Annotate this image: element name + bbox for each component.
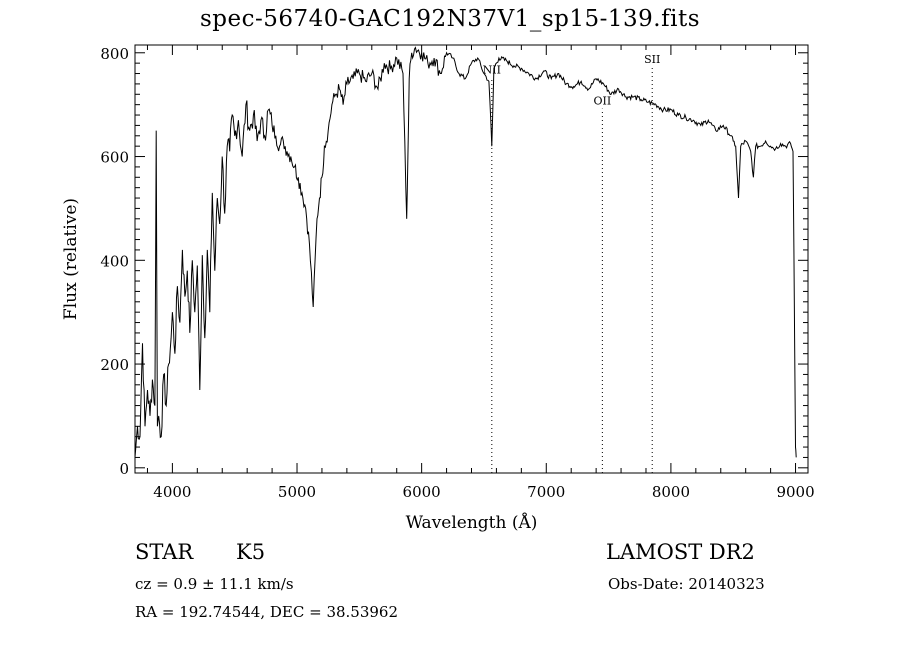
line-marker-label: OII xyxy=(594,95,612,108)
spectrum-line xyxy=(135,46,797,458)
x-tick-label: 9000 xyxy=(776,483,814,501)
redshift-text: cz = 0.9 ± 11.1 km/s xyxy=(135,575,294,593)
x-tick-label: 6000 xyxy=(403,483,441,501)
axis-labels: Wavelength (Å) Flux (relative) xyxy=(61,198,537,533)
x-tick-label: 8000 xyxy=(652,483,690,501)
y-tick-label: 400 xyxy=(100,252,129,270)
y-tick-label: 600 xyxy=(100,149,129,167)
obs-date: Obs-Date: 20140323 xyxy=(608,575,765,593)
x-tick-label: 5000 xyxy=(278,483,316,501)
x-tick-label: 7000 xyxy=(527,483,565,501)
plot-border xyxy=(134,44,809,474)
y-axis-label: Flux (relative) xyxy=(61,198,81,320)
y-tick-label: 0 xyxy=(119,460,129,478)
coordinates-text: RA = 192.74544, DEC = 38.53962 xyxy=(135,603,399,621)
x-axis-label: Wavelength (Å) xyxy=(406,512,538,533)
plot-frame xyxy=(134,44,809,474)
axis-ticks: 4000 5000 6000 7000 8000 9000 0 200 400 600 800 xyxy=(100,45,814,501)
y-tick-label: 200 xyxy=(100,356,129,374)
line-marker-label: NII xyxy=(483,64,501,77)
x-tick-label: 4000 xyxy=(153,483,191,501)
y-tick-label: 800 xyxy=(100,45,129,63)
chart-title: spec-56740-GAC192N37V1_sp15-139.fits xyxy=(199,6,701,32)
star-class: STAR xyxy=(135,540,194,564)
star-subclass: K5 xyxy=(236,540,266,564)
line-markers: NII OII SII xyxy=(483,53,660,473)
line-marker-label: SII xyxy=(644,53,660,66)
survey-label: LAMOST DR2 xyxy=(606,540,755,564)
series-group xyxy=(135,46,797,458)
